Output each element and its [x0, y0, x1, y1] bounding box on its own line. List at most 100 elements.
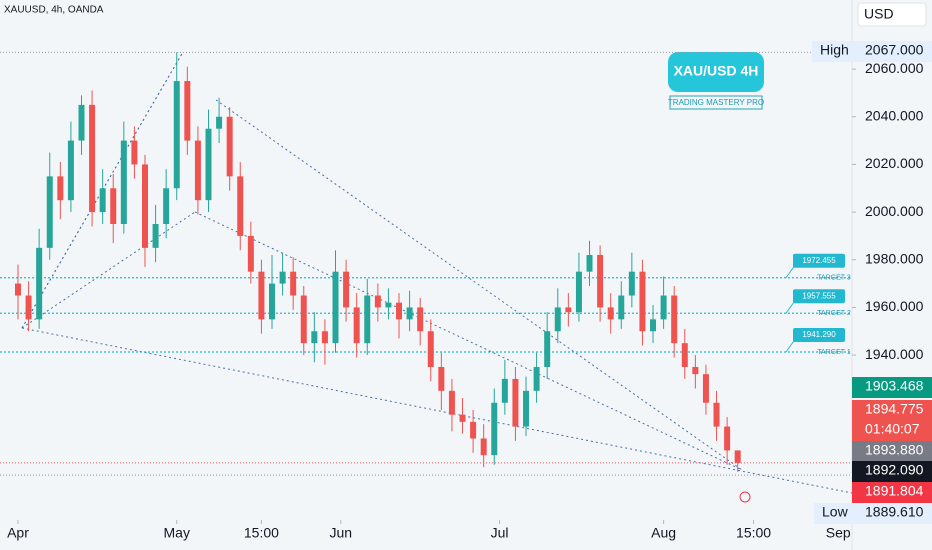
candle-body: [247, 235, 254, 272]
candle-body: [237, 176, 244, 236]
candle-body: [311, 331, 318, 344]
x-tick-label: May: [164, 525, 190, 541]
candle-body: [713, 402, 720, 427]
badge-title: XAU/USD 4H: [674, 63, 759, 79]
candle-body: [99, 188, 106, 213]
x-tick-label: Jul: [491, 525, 509, 541]
candle-body: [597, 254, 604, 308]
candle-body: [523, 390, 530, 427]
low-name-box: [814, 503, 852, 524]
candle-body: [639, 271, 646, 332]
candle-body: [459, 414, 466, 422]
candle-body: [46, 176, 53, 248]
candle-body: [67, 140, 74, 201]
y-tick-label: 1940.000: [865, 346, 924, 362]
candle-body: [258, 271, 265, 320]
candle-body: [586, 254, 593, 272]
y-tick-label: 1960.000: [865, 298, 924, 314]
price-tag: 1903.468: [865, 378, 924, 394]
candle-body: [491, 402, 498, 456]
candle-body: [290, 271, 297, 296]
candle-body: [163, 188, 170, 225]
candle-body: [671, 295, 678, 344]
candle-body: [417, 307, 424, 332]
high-name-box: [812, 41, 852, 62]
candle-body: [724, 426, 731, 451]
candle-body: [226, 116, 233, 177]
candle-body: [269, 283, 276, 320]
candle-body: [57, 176, 64, 201]
candle-body: [131, 140, 138, 165]
low-name: Low: [822, 504, 849, 520]
candle-body: [681, 343, 688, 368]
y-tick-label: 2020.000: [865, 155, 924, 171]
candle-body: [406, 307, 413, 320]
candle-body: [575, 271, 582, 313]
candle-body: [470, 421, 477, 439]
price-tag-box: [852, 482, 932, 503]
y-tick-label: 2000.000: [865, 203, 924, 219]
x-tick-label: Jun: [330, 525, 353, 541]
candle-body: [544, 331, 551, 368]
candle-body: [660, 295, 667, 320]
countdown-box: [852, 420, 932, 441]
y-tick-label: 2040.000: [865, 107, 924, 123]
x-tick-label: 15:00: [244, 525, 279, 541]
candle-body: [448, 390, 455, 415]
currency-box[interactable]: [857, 2, 927, 27]
x-tick-label: Aug: [651, 525, 676, 541]
candle-body: [607, 307, 614, 320]
price-tag: 1891.804: [865, 483, 924, 499]
candle-body: [89, 104, 96, 213]
candle-body: [438, 367, 445, 391]
candle-body: [194, 140, 201, 201]
target-price: 1957.555: [802, 291, 836, 300]
candle-body: [650, 319, 657, 332]
x-tick-label: 15:00: [736, 525, 771, 541]
candle-body: [702, 374, 709, 403]
trend-lines: [21, 51, 853, 494]
x-tick-label: Sep: [826, 525, 851, 541]
low-value-box: [852, 503, 932, 524]
candle-body: [618, 295, 625, 320]
price-tag: 1892.090: [865, 462, 924, 478]
candle-body: [36, 247, 43, 320]
candle-body: [554, 307, 561, 332]
candle-body: [353, 307, 360, 344]
candle-body: [692, 367, 699, 375]
high-name: High: [820, 42, 849, 58]
price-tag: 1893.880: [865, 442, 924, 458]
candle-body: [205, 128, 212, 201]
candle-body: [343, 271, 350, 308]
candle-body: [279, 271, 286, 284]
high-value: 2067.000: [865, 42, 924, 58]
target-box: [793, 328, 845, 343]
currency[interactable]: USD: [864, 6, 894, 22]
candle-body: [216, 116, 223, 129]
target-box: [793, 253, 845, 268]
y-tick-label: 2060.000: [865, 60, 924, 76]
candle-body: [110, 188, 117, 225]
candle-body: [533, 367, 540, 391]
candle-body: [480, 438, 487, 456]
alarm-icon[interactable]: [739, 491, 751, 503]
target-name: TARGET 3: [817, 275, 851, 282]
low-value: 1889.610: [865, 504, 924, 520]
candle-body: [734, 450, 741, 463]
badge-sub-box: [669, 95, 763, 110]
symbol-info: XAUUSD, 4h, OANDA: [4, 5, 104, 16]
candle-body: [14, 283, 21, 296]
candle-body: [427, 331, 434, 368]
candle-body: [385, 302, 392, 308]
candle-body: [152, 224, 159, 248]
last-price-box: [852, 400, 932, 421]
candle-body: [120, 140, 127, 225]
target-name: TARGET 1: [817, 349, 851, 356]
candle-body: [364, 295, 371, 344]
y-tick-label: 1980.000: [865, 250, 924, 266]
candle-body: [25, 295, 32, 320]
last-price: 1894.775: [865, 401, 924, 417]
target-price: 1941.290: [802, 330, 836, 339]
candle-body: [184, 81, 191, 141]
